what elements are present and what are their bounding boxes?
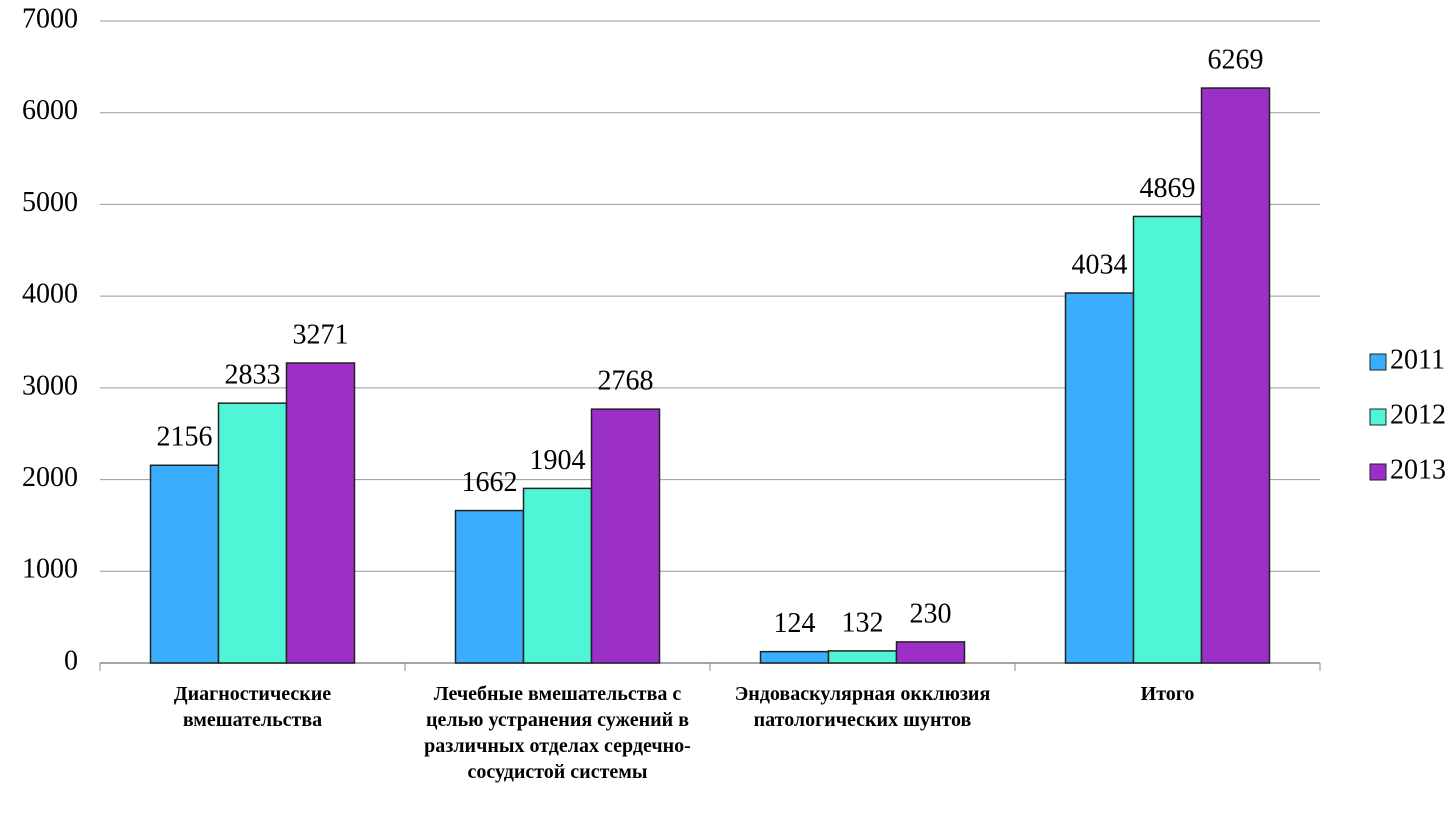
y-tick-label: 6000 [22, 95, 78, 126]
y-tick-label: 5000 [22, 187, 78, 218]
x-tick-label: Итого [1140, 683, 1195, 705]
bar [1200, 87, 1271, 664]
bar [522, 487, 593, 664]
y-tick-label: 4000 [22, 279, 78, 310]
value-label: 4869 [1140, 173, 1196, 204]
bar [1132, 215, 1203, 664]
value-label: 4034 [1072, 249, 1128, 280]
x-tick-label: Диагностические вмешательства [173, 683, 332, 731]
value-label: 230 [910, 598, 952, 629]
bar [590, 408, 661, 664]
value-label: 6269 [1208, 44, 1264, 75]
bar [217, 402, 288, 664]
bar [285, 362, 356, 664]
legend-label: 2011 [1390, 344, 1445, 375]
value-label: 2768 [598, 366, 654, 397]
y-tick-label: 1000 [22, 554, 78, 585]
legend-label: 2013 [1390, 454, 1446, 485]
legend-label: 2012 [1390, 399, 1446, 430]
value-label: 1662 [462, 467, 518, 498]
bar [454, 509, 525, 664]
bar [827, 650, 898, 664]
legend-swatch [1369, 408, 1387, 426]
y-tick-label: 2000 [22, 462, 78, 493]
legend-swatch [1369, 353, 1387, 371]
value-label: 132 [842, 607, 884, 638]
y-tick-label: 7000 [22, 3, 78, 34]
value-label: 2156 [157, 422, 213, 453]
bar [895, 641, 966, 664]
x-tick-label: Эндоваскулярная окклюзия патологических … [734, 683, 991, 731]
y-tick-label: 3000 [22, 370, 78, 401]
bar [149, 464, 220, 664]
y-tick-label: 0 [64, 645, 78, 676]
legend-swatch [1369, 463, 1387, 481]
value-label: 2833 [225, 360, 281, 391]
value-label: 124 [774, 608, 816, 639]
x-tick-label: Лечебные вмешательства с целью устранени… [424, 683, 691, 783]
bar [1064, 292, 1135, 664]
value-label: 3271 [293, 319, 349, 350]
value-label: 1904 [530, 445, 586, 476]
bar [759, 650, 830, 664]
